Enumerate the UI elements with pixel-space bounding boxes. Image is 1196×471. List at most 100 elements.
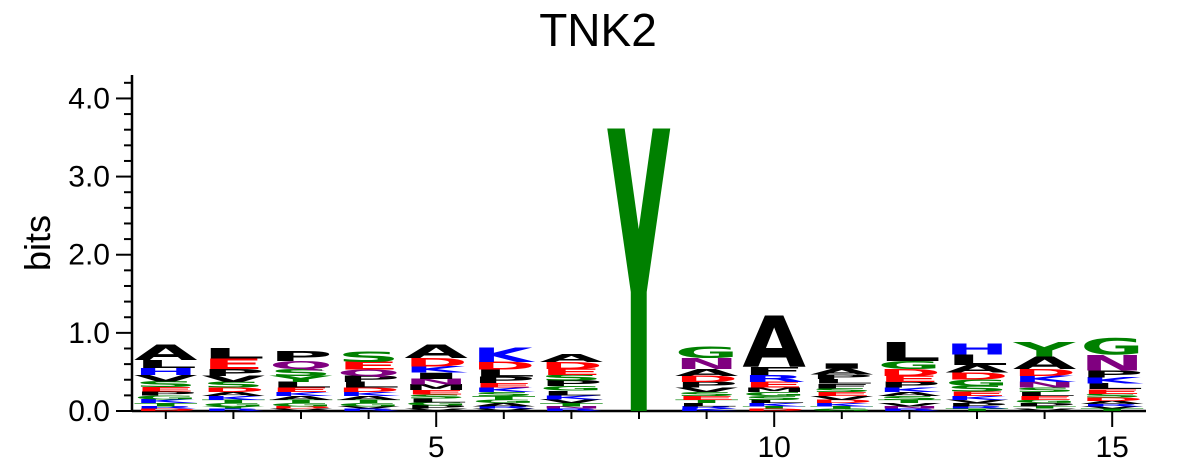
logo-letter-g: G: [337, 402, 401, 407]
logo-letter-v: V: [202, 374, 266, 384]
x-tick-label: 5: [428, 431, 445, 464]
logo-letter-g: G: [945, 378, 1009, 388]
logo-letter-g: G: [742, 391, 806, 397]
logo-letter-s: S: [1080, 393, 1144, 399]
logo-letter-s: S: [202, 381, 266, 390]
logo-letter-d: D: [404, 355, 468, 369]
logo-letter-e: E: [810, 391, 874, 397]
logo-letter-k: K: [945, 395, 1008, 401]
logo-letter-l: L: [540, 389, 604, 397]
y-tick-label: 4.0: [68, 82, 110, 115]
logo-letter-g: G: [675, 343, 739, 362]
logo-letter-e: E: [945, 390, 1009, 398]
logo-letter-s: S: [1013, 386, 1077, 393]
logo-letter-g: G: [1013, 399, 1077, 404]
logo-letter-d: D: [134, 408, 198, 412]
logo-letter-p: P: [1013, 402, 1077, 407]
logo-letter-k: K: [742, 402, 806, 407]
logo-letter-v: V: [269, 408, 333, 412]
logo-letter-d: D: [945, 371, 1009, 382]
logo-letter-p: P: [269, 349, 333, 364]
chart-title: TNK2: [539, 4, 657, 56]
logo-letter-k: K: [675, 408, 739, 412]
logo-letter-e: E: [675, 395, 739, 401]
y-tick-label: 3.0: [68, 161, 110, 194]
y-tick-label: 1.0: [68, 317, 110, 350]
logo-letter-r: R: [742, 373, 806, 384]
logo-letter-s: S: [945, 385, 1009, 394]
logo-letter-s: S: [540, 374, 604, 383]
logo-letter-k: K: [269, 391, 332, 397]
logo-letter-l: L: [878, 337, 942, 367]
logo-letter-e: E: [134, 386, 198, 394]
logo-letter-l: L: [810, 378, 874, 386]
logo-letter-s: S: [472, 391, 536, 397]
logo-letter-r: R: [945, 406, 1009, 410]
logo-letter-a: A: [810, 367, 874, 376]
logo-letter-e: E: [540, 367, 604, 377]
logo-letter-l: L: [337, 381, 401, 390]
logo-letter-s: S: [269, 367, 333, 378]
logo-letter-g: G: [134, 394, 198, 400]
logo-letter-n: N: [878, 406, 942, 410]
logo-letter-s: S: [134, 380, 198, 389]
logo-letter-d: D: [1080, 397, 1144, 402]
logo-letter-l: L: [472, 368, 536, 379]
logo-letter-a: A: [540, 352, 604, 364]
logo-letter-s: S: [742, 395, 806, 401]
logo-letter-s: S: [878, 395, 942, 401]
logo-letter-v: V: [675, 386, 739, 394]
logo-letter-i: I: [810, 362, 874, 371]
logo-letter-k: K: [810, 402, 874, 407]
logo-letter-t: T: [810, 406, 874, 410]
logo-letter-t: T: [134, 402, 198, 407]
logo-letter-v: V: [540, 398, 604, 404]
logo-letter-e: E: [472, 382, 536, 390]
logo-letter-a: A: [337, 395, 401, 401]
x-tick-label: 10: [758, 431, 791, 464]
logo-letter-a: A: [1080, 400, 1144, 405]
logo-letter-e: E: [337, 360, 401, 372]
logo-letter-p: P: [337, 374, 401, 384]
logo-letter-v: V: [134, 373, 198, 383]
logo-letter-m: M: [404, 383, 468, 392]
logo-letter-g: G: [202, 402, 266, 407]
logo-letter-a: A: [404, 341, 468, 362]
logo-letter-k: K: [202, 395, 265, 401]
y-tick-label: 2.0: [68, 239, 110, 272]
logo-letter-g: G: [269, 402, 333, 407]
logo-letter-p: P: [202, 367, 266, 378]
logo-letter-g: G: [404, 402, 468, 407]
logo-letter-n: N: [1013, 381, 1077, 390]
logo-letter-d: D: [878, 367, 942, 378]
logo-letter-a: A: [472, 402, 536, 407]
logo-letter-k: K: [472, 386, 535, 394]
logo-letter-q: Q: [337, 368, 401, 378]
logo-letter-g: G: [472, 399, 536, 404]
logo-letter-l: L: [202, 346, 266, 362]
logo-letter-d: D: [337, 386, 401, 393]
logo-letter-s: S: [675, 391, 739, 397]
logo-letter-r: R: [134, 406, 198, 410]
logo-letter-a: A: [675, 367, 739, 378]
logo-letter-r: R: [472, 406, 536, 410]
logo-letter-m: M: [742, 386, 806, 394]
logo-letter-r: R: [878, 408, 942, 412]
logo-letter-p: P: [1080, 368, 1144, 379]
logo-letter-e: E: [742, 381, 806, 390]
logo-letter-e: E: [878, 374, 942, 384]
logo-letter-stacks: DRTKGPESVHLARYGTKADSVPELVDGTAKELYSQPRVGT…: [134, 53, 1144, 471]
logo-letter-p: P: [675, 381, 739, 390]
logo-letter-l: L: [945, 352, 1009, 368]
logo-letter-d: D: [810, 399, 874, 404]
logo-letter-t: T: [1013, 406, 1077, 410]
logo-letter-l: L: [1013, 391, 1077, 397]
logo-letter-t: T: [1080, 408, 1144, 412]
logo-letter-r: R: [675, 406, 739, 410]
logo-letter-t: T: [878, 399, 942, 404]
logo-letter-v: V: [878, 402, 942, 407]
logo-letter-e: E: [404, 389, 468, 397]
logo-letter-e: E: [1013, 395, 1077, 401]
logo-letter-a: A: [202, 391, 266, 397]
